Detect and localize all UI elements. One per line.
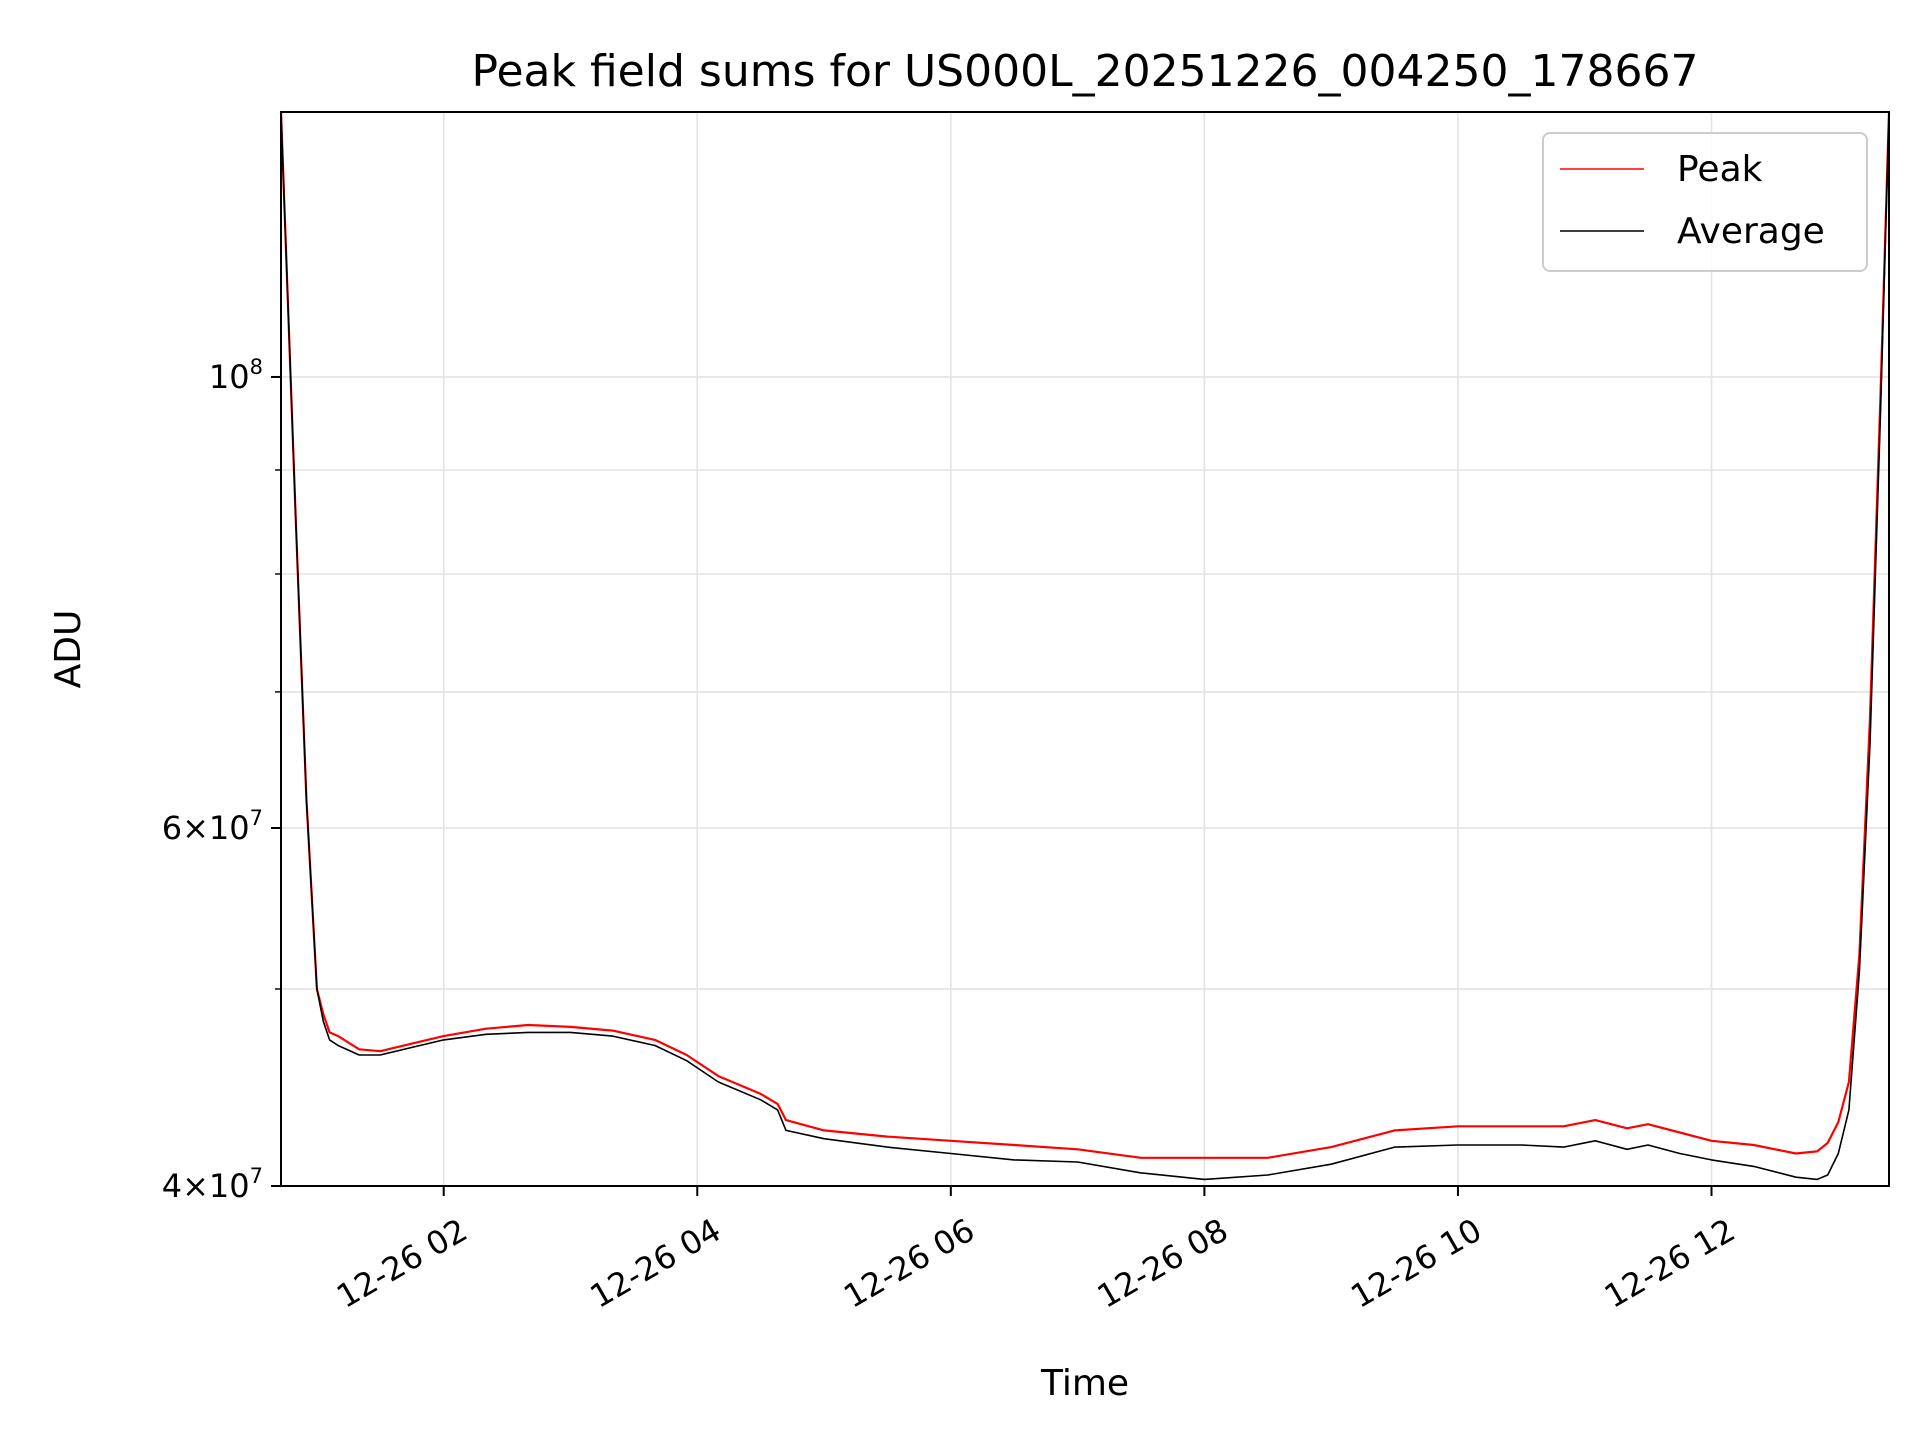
y-tick-label: 4×107 <box>162 1164 263 1205</box>
legend-label-peak: Peak <box>1677 149 1763 190</box>
legend: Peak Average <box>1542 132 1868 272</box>
y-tick-base: 10 <box>209 358 250 396</box>
series-line-peak <box>279 111 1891 1159</box>
y-tick-label: 108 <box>209 355 263 396</box>
y-tick-times: × <box>182 1167 209 1205</box>
y-tick-coef: 4 <box>162 1167 182 1205</box>
y-tick-exponent: 7 <box>250 1164 263 1188</box>
y-tick-coef: 6 <box>162 809 182 847</box>
y-tick-times: × <box>182 809 209 847</box>
x-axis-label: Time <box>1040 1363 1129 1404</box>
legend-box <box>1542 132 1868 272</box>
series-line-average <box>280 111 1890 1181</box>
y-tick-exponent: 7 <box>250 806 263 830</box>
y-axis-label: ADU <box>48 610 89 689</box>
plot-frame <box>280 111 1890 1187</box>
y-tick-label: 6×107 <box>162 806 263 847</box>
chart-title: Peak field sums for US000L_20251226_0042… <box>472 46 1699 97</box>
y-tick-exponent: 8 <box>250 355 263 379</box>
y-tick-base: 10 <box>209 1167 250 1205</box>
y-tick-base: 10 <box>209 809 250 847</box>
series-group <box>279 111 1891 1181</box>
legend-label-average: Average <box>1677 211 1825 252</box>
